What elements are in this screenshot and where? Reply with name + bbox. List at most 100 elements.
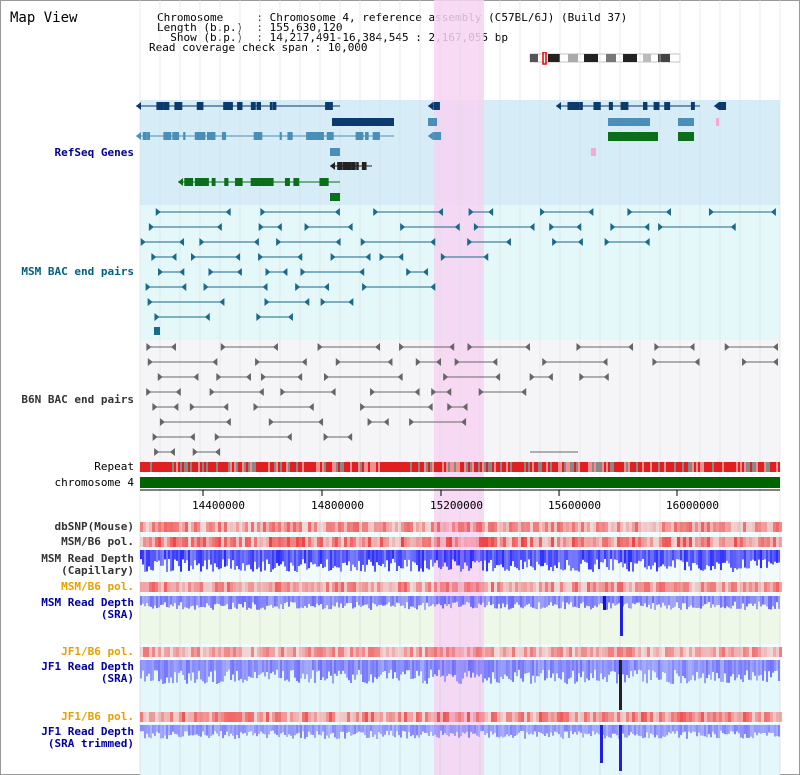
- msm-sra-depth: [752, 596, 754, 606]
- jf1-sra-depth: [360, 660, 362, 675]
- msm-sra-depth: [774, 596, 776, 609]
- msm-cap-depth: [658, 550, 660, 568]
- dbsnp-cell: [365, 522, 368, 532]
- jf1-trim-depth: [506, 725, 508, 735]
- pol-cell: [491, 712, 494, 722]
- pol-cell: [281, 537, 284, 547]
- jf1-sra-depth: [382, 660, 384, 672]
- jf1-trim-depth: [324, 725, 326, 739]
- pol-cell: [530, 712, 533, 722]
- jf1-sra-depth: [238, 660, 240, 681]
- msm-sra-depth: [734, 596, 736, 602]
- pol-cell: [470, 582, 473, 592]
- msm-cap-depth: [484, 550, 486, 561]
- msm-sra-depth: [230, 596, 232, 610]
- pol-cell: [257, 537, 260, 547]
- pol-cell: [443, 647, 446, 657]
- msm-sra-depth: [160, 596, 162, 605]
- msm-sra-depth: [276, 596, 278, 607]
- jf1-sra-depth: [154, 660, 156, 671]
- jf1-sra-depth: [206, 660, 208, 683]
- jf1-sra-depth: [392, 660, 394, 679]
- repeat-block: [268, 462, 270, 472]
- pol-cell: [659, 647, 662, 657]
- jf1-sra-depth: [662, 660, 664, 672]
- jf1-sra-depth: [308, 660, 310, 683]
- dbsnp-cell: [605, 522, 608, 532]
- pol-cell: [155, 647, 158, 657]
- msm-sra-depth: [738, 596, 740, 609]
- jf1-trim-depth: [216, 725, 218, 734]
- dbsnp-cell: [626, 522, 629, 532]
- label-jf1-depth-trim: JF1 Read Depth (SRA trimmed): [41, 725, 134, 750]
- msm-cap-depth: [444, 550, 446, 563]
- msm-sra-depth: [596, 596, 598, 608]
- msm-sra-depth: [180, 596, 182, 603]
- repeat-block: [222, 462, 224, 472]
- pol-cell: [557, 582, 560, 592]
- dbsnp-cell: [155, 522, 158, 532]
- repeat-block: [146, 462, 148, 472]
- dbsnp-cell: [545, 522, 548, 532]
- jf1-sra-depth: [708, 660, 710, 675]
- msm-sra-depth: [580, 596, 582, 604]
- msm-cap-depth: [564, 550, 566, 570]
- jf1-sra-depth: [202, 660, 204, 682]
- repeat-block: [304, 462, 306, 472]
- msm-sra-depth: [542, 596, 544, 608]
- jf1-trim-depth: [480, 725, 482, 732]
- label-jf1-depth-sra: JF1 Read Depth (SRA): [41, 660, 134, 685]
- gene-exon: [342, 162, 347, 170]
- b6n-pair-end: [579, 373, 585, 381]
- jf1-sra-depth: [530, 660, 532, 684]
- pol-cell: [278, 582, 281, 592]
- jf1-trim-depth: [346, 725, 348, 733]
- gene-exon: [664, 102, 671, 110]
- msm-sra-depth: [172, 596, 174, 607]
- b6n-pair-end: [462, 403, 468, 411]
- pol-cell: [728, 582, 731, 592]
- msm-sra-depth: [676, 596, 678, 603]
- msm-cap-depth: [538, 550, 540, 565]
- pol-cell: [755, 537, 758, 547]
- msm-sra-depth: [504, 596, 506, 608]
- jf1-trim-depth: [364, 725, 366, 736]
- jf1-trim-depth: [742, 725, 744, 739]
- msm-sra-depth: [248, 596, 250, 608]
- pol-cell: [326, 582, 329, 592]
- repeat-block: [212, 462, 214, 472]
- jf1-sra-depth: [352, 660, 354, 675]
- dbsnp-cell: [278, 522, 281, 532]
- repeat-block: [400, 462, 402, 472]
- pol-cell: [422, 537, 425, 547]
- pol-cell: [518, 537, 521, 547]
- msm-cap-depth: [238, 550, 240, 570]
- jf1-sra-depth: [156, 660, 158, 671]
- jf1-trim-depth: [186, 725, 188, 732]
- b6n-pair-end: [169, 448, 175, 456]
- pol-cell: [233, 647, 236, 657]
- repeat-block: [508, 462, 510, 472]
- jf1-sra-depth: [680, 660, 682, 684]
- jf1-trim-depth: [334, 725, 336, 738]
- msm-sra-depth: [648, 596, 650, 605]
- msm-sra-depth: [482, 596, 484, 603]
- pol-cell: [761, 647, 764, 657]
- jf1-trim-depth: [494, 725, 496, 733]
- jf1-sra-depth: [512, 660, 514, 682]
- msm-sra-depth: [162, 596, 164, 605]
- gene-exon: [332, 118, 394, 126]
- pol-cell: [539, 647, 542, 657]
- msm-cap-depth: [748, 550, 750, 569]
- repeat-block: [322, 462, 324, 472]
- repeat-block: [574, 462, 576, 472]
- pol-cell: [377, 582, 380, 592]
- msm-sra-depth: [146, 596, 148, 604]
- msm-sra-depth: [754, 596, 756, 604]
- msm-cap-depth: [452, 550, 454, 560]
- dbsnp-cell: [704, 522, 707, 532]
- msm-sra-depth: [312, 596, 314, 607]
- msm-cap-depth: [760, 550, 762, 569]
- msm-sra-depth: [164, 596, 166, 603]
